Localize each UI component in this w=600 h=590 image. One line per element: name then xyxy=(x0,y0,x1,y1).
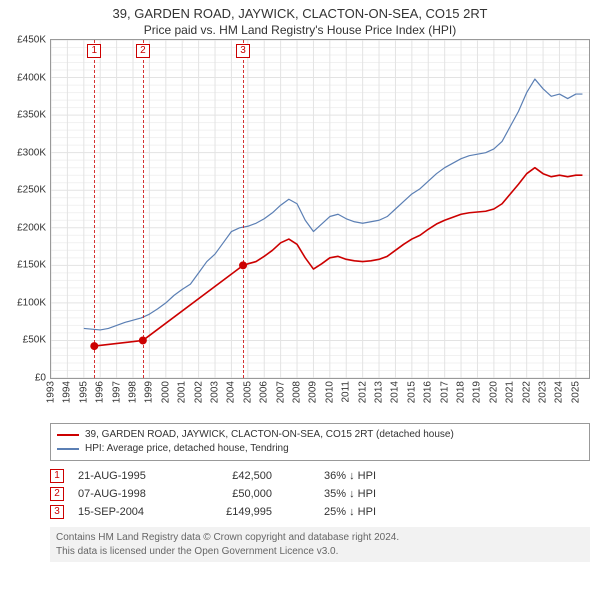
event-marker: 2 xyxy=(136,44,150,58)
event-diff: 25% ↓ HPI xyxy=(286,506,376,518)
x-tick-label: 2020 xyxy=(488,381,499,403)
event-row: 1 21-AUG-1995 £42,500 36% ↓ HPI xyxy=(50,467,590,485)
plot-svg xyxy=(51,40,589,378)
y-tick-label: £100K xyxy=(17,297,46,308)
x-tick-label: 1997 xyxy=(111,381,122,403)
chart-area: £0 £50K £100K £150K £200K £250K £300K £350K £400… xyxy=(0,39,600,419)
y-tick-label: £400K xyxy=(17,72,46,83)
x-tick-label: 2019 xyxy=(472,381,483,403)
title-address: 39, GARDEN ROAD, JAYWICK, CLACTON-ON-SEA… xyxy=(10,6,590,21)
x-tick-label: 2016 xyxy=(423,381,434,403)
event-row-marker: 1 xyxy=(50,469,64,483)
legend-row: HPI: Average price, detached house, Tend… xyxy=(57,442,583,456)
event-row: 2 07-AUG-1998 £50,000 35% ↓ HPI xyxy=(50,485,590,503)
x-tick-label: 2018 xyxy=(456,381,467,403)
y-tick-label: £350K xyxy=(17,110,46,121)
x-tick-label: 2017 xyxy=(439,381,450,403)
event-date: 07-AUG-1998 xyxy=(78,488,178,500)
title-subtitle: Price paid vs. HM Land Registry's House … xyxy=(10,23,590,37)
below-chart: 39, GARDEN ROAD, JAYWICK, CLACTON-ON-SEA… xyxy=(0,419,600,568)
y-tick-label: £200K xyxy=(17,222,46,233)
x-tick-label: 2002 xyxy=(193,381,204,403)
x-tick-label: 1996 xyxy=(95,381,106,403)
event-date: 15-SEP-2004 xyxy=(78,506,178,518)
events-table: 1 21-AUG-1995 £42,500 36% ↓ HPI 2 07-AUG-1998… xyxy=(50,467,590,521)
legend-row: 39, GARDEN ROAD, JAYWICK, CLACTON-ON-SEA… xyxy=(57,428,583,442)
x-tick-label: 2004 xyxy=(226,381,237,403)
x-axis: 1993199419951996199719981999200020012002… xyxy=(50,379,590,419)
x-tick-label: 2010 xyxy=(324,381,335,403)
x-tick-label: 2001 xyxy=(177,381,188,403)
x-tick-label: 2012 xyxy=(357,381,368,403)
event-vline xyxy=(243,40,244,378)
x-tick-label: 2011 xyxy=(341,381,352,403)
event-vline xyxy=(143,40,144,378)
event-row-marker: 3 xyxy=(50,505,64,519)
x-tick-label: 2023 xyxy=(538,381,549,403)
y-tick-label: £0 xyxy=(35,373,46,384)
legend-swatch xyxy=(57,448,79,450)
x-tick-label: 2021 xyxy=(505,381,516,403)
x-tick-label: 2006 xyxy=(259,381,270,403)
x-tick-label: 2025 xyxy=(570,381,581,403)
footnote: Contains HM Land Registry data © Crown c… xyxy=(50,527,590,562)
event-row: 3 15-SEP-2004 £149,995 25% ↓ HPI xyxy=(50,503,590,521)
legend: 39, GARDEN ROAD, JAYWICK, CLACTON-ON-SEA… xyxy=(50,423,590,461)
x-tick-label: 2024 xyxy=(554,381,565,403)
title-block: 39, GARDEN ROAD, JAYWICK, CLACTON-ON-SEA… xyxy=(0,0,600,39)
legend-label: 39, GARDEN ROAD, JAYWICK, CLACTON-ON-SEA… xyxy=(85,428,454,442)
event-price: £149,995 xyxy=(192,506,272,518)
event-vline xyxy=(94,40,95,378)
figure: 39, GARDEN ROAD, JAYWICK, CLACTON-ON-SEA… xyxy=(0,0,600,568)
x-tick-label: 2005 xyxy=(242,381,253,403)
footnote-line2: This data is licensed under the Open Gov… xyxy=(56,545,584,559)
event-diff: 35% ↓ HPI xyxy=(286,488,376,500)
event-diff: 36% ↓ HPI xyxy=(286,470,376,482)
legend-label: HPI: Average price, detached house, Tend… xyxy=(85,442,289,456)
event-marker: 3 xyxy=(236,44,250,58)
event-row-marker: 2 xyxy=(50,487,64,501)
x-tick-label: 1995 xyxy=(78,381,89,403)
x-tick-label: 2008 xyxy=(292,381,303,403)
legend-swatch xyxy=(57,434,79,436)
x-tick-label: 2003 xyxy=(210,381,221,403)
event-date: 21-AUG-1995 xyxy=(78,470,178,482)
y-tick-label: £150K xyxy=(17,260,46,271)
x-tick-label: 1999 xyxy=(144,381,155,403)
event-price: £50,000 xyxy=(192,488,272,500)
x-tick-label: 2000 xyxy=(160,381,171,403)
x-tick-label: 2022 xyxy=(521,381,532,403)
x-tick-label: 2015 xyxy=(406,381,417,403)
y-axis: £0£50K£100K£150K£200K£250K£300K£350K£400… xyxy=(0,39,50,379)
event-price: £42,500 xyxy=(192,470,272,482)
event-marker: 1 xyxy=(87,44,101,58)
x-tick-label: 1994 xyxy=(62,381,73,403)
y-tick-label: £300K xyxy=(17,147,46,158)
y-tick-label: £50K xyxy=(23,335,46,346)
y-tick-label: £450K xyxy=(17,35,46,46)
x-tick-label: 2013 xyxy=(374,381,385,403)
plot: 1 2 3 xyxy=(50,39,590,379)
x-tick-label: 1998 xyxy=(128,381,139,403)
x-tick-label: 1993 xyxy=(46,381,57,403)
x-tick-label: 2009 xyxy=(308,381,319,403)
x-tick-label: 2014 xyxy=(390,381,401,403)
footnote-line1: Contains HM Land Registry data © Crown c… xyxy=(56,531,584,545)
y-tick-label: £250K xyxy=(17,185,46,196)
x-tick-label: 2007 xyxy=(275,381,286,403)
